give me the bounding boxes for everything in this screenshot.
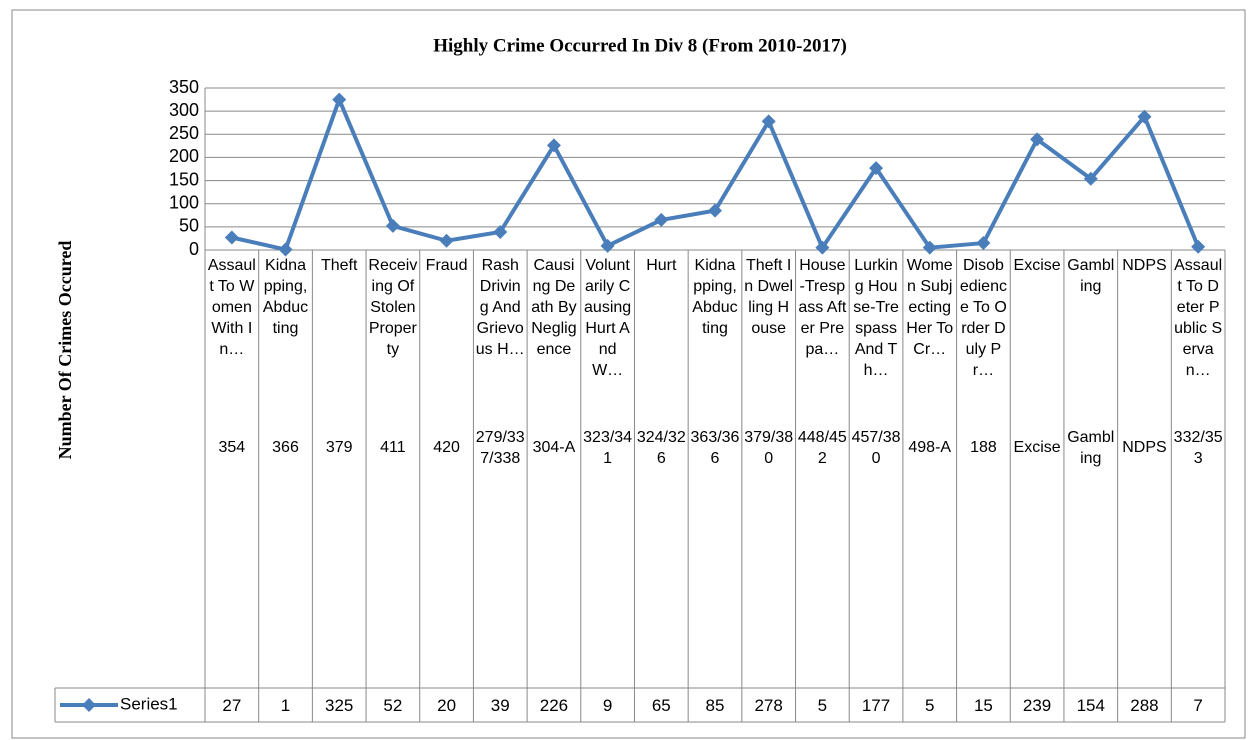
category-label: Gambling: [1067, 257, 1115, 295]
category-label: Assault To Women With In…: [207, 257, 256, 358]
category-label: Assault To Deter Public Servan…: [1174, 257, 1223, 379]
table-value: 5: [817, 695, 828, 715]
table-value: 5: [924, 695, 935, 715]
table-value: 288: [1130, 695, 1159, 715]
legend-label: Series1: [120, 694, 178, 713]
category-group-label: Excise: [1013, 439, 1061, 456]
table-value: 154: [1076, 695, 1105, 715]
category-group-label: 323/341: [583, 428, 633, 467]
category-group-label: 498-A: [908, 439, 952, 456]
category-group-label: 324/326: [636, 428, 686, 467]
data-point: [278, 242, 293, 257]
data-point: [600, 238, 615, 253]
y-tick-label: 200: [169, 146, 199, 166]
category-group-label: 457/380: [851, 428, 901, 467]
category-label: Excise: [1013, 257, 1061, 274]
category-group-label: 379/380: [744, 428, 794, 467]
data-point: [224, 230, 239, 245]
data-point: [1083, 171, 1098, 186]
data-point: [493, 224, 508, 239]
table-value: 85: [705, 695, 725, 715]
table-value: 9: [602, 695, 613, 715]
category-group-label: 379: [325, 439, 353, 456]
data-point: [761, 114, 776, 129]
category-label: Causing Death By Negligence: [531, 257, 577, 358]
y-tick-label: 250: [169, 123, 199, 143]
category-label: Lurking House-Trespass And Th…: [853, 257, 899, 379]
data-point: [1191, 239, 1206, 254]
category-label: Theft: [320, 257, 358, 274]
data-point: [654, 212, 669, 227]
category-group-label: 363/366: [690, 428, 740, 467]
category-group-label: 188: [970, 439, 997, 456]
y-tick-label: 150: [169, 169, 199, 189]
data-point: [815, 240, 830, 255]
category-label: Receiving Of Stolen Property: [368, 257, 418, 358]
chart-title: Highly Crime Occurred In Div 8 (From 201…: [433, 35, 847, 56]
y-tick-label: 100: [169, 192, 199, 212]
category-group-label: 411: [380, 439, 406, 456]
category-group-label: 304-A: [532, 439, 576, 456]
data-point: [869, 161, 884, 176]
category-group-label: 420: [433, 439, 460, 456]
table-value: 52: [383, 695, 403, 715]
category-label: Disobedience To Order Duly Pr…: [959, 257, 1007, 379]
table-value: 65: [651, 695, 671, 715]
category-label: Fraud: [425, 257, 468, 274]
table-value: 226: [539, 695, 569, 715]
data-point: [332, 92, 347, 107]
table-value: 278: [754, 695, 783, 715]
legend-marker: [82, 698, 96, 712]
category-label: Kidnapping, Abducting: [692, 257, 738, 337]
table-value: 20: [437, 695, 457, 715]
category-label: Kidnapping, Abducting: [262, 257, 309, 337]
table-value: 7: [1193, 695, 1203, 715]
category-label: House-Trespass After Prepa…: [798, 257, 847, 358]
category-group-label: 448/452: [797, 428, 847, 467]
data-point: [922, 240, 937, 255]
data-point: [439, 233, 454, 248]
y-tick-label: 350: [169, 77, 199, 97]
category-group-label: 366: [272, 439, 299, 456]
table-value: 325: [325, 695, 354, 715]
category-label: Hurt: [646, 257, 677, 274]
category-group-label: Gambling: [1067, 428, 1115, 467]
data-point: [708, 203, 722, 218]
category-label: Rash Driving And Grievous H…: [475, 257, 525, 358]
table-value: 177: [861, 695, 891, 715]
category-group-label: NDPS: [1122, 439, 1167, 456]
y-tick-label: 50: [179, 216, 199, 236]
category-label: Theft In Dwelling House: [744, 257, 794, 337]
data-point: [976, 236, 991, 251]
category-group-label: 279/337/338: [475, 428, 525, 467]
table-value: 239: [1022, 695, 1052, 715]
chart-frame: [11, 9, 1246, 739]
category-group-label: 332/353: [1173, 428, 1223, 467]
y-tick-label: 0: [189, 239, 199, 259]
data-point: [385, 218, 400, 233]
table-value: 39: [490, 695, 510, 715]
y-tick-label: 300: [169, 100, 199, 120]
table-value: 1: [280, 695, 291, 715]
category-label: NDPS: [1122, 257, 1167, 274]
category-label: Women Subjecting Her To Cr…: [906, 257, 954, 358]
data-point: [1137, 109, 1152, 124]
category-label: Voluntarily Causing Hurt And W…: [584, 257, 632, 379]
table-value: 27: [222, 695, 242, 715]
data-point: [1030, 132, 1045, 147]
data-point: [546, 138, 561, 153]
y-axis-label: Number Of Crimes Occured: [55, 241, 75, 460]
table-value: 15: [973, 695, 993, 715]
category-group-label: 354: [218, 439, 246, 456]
